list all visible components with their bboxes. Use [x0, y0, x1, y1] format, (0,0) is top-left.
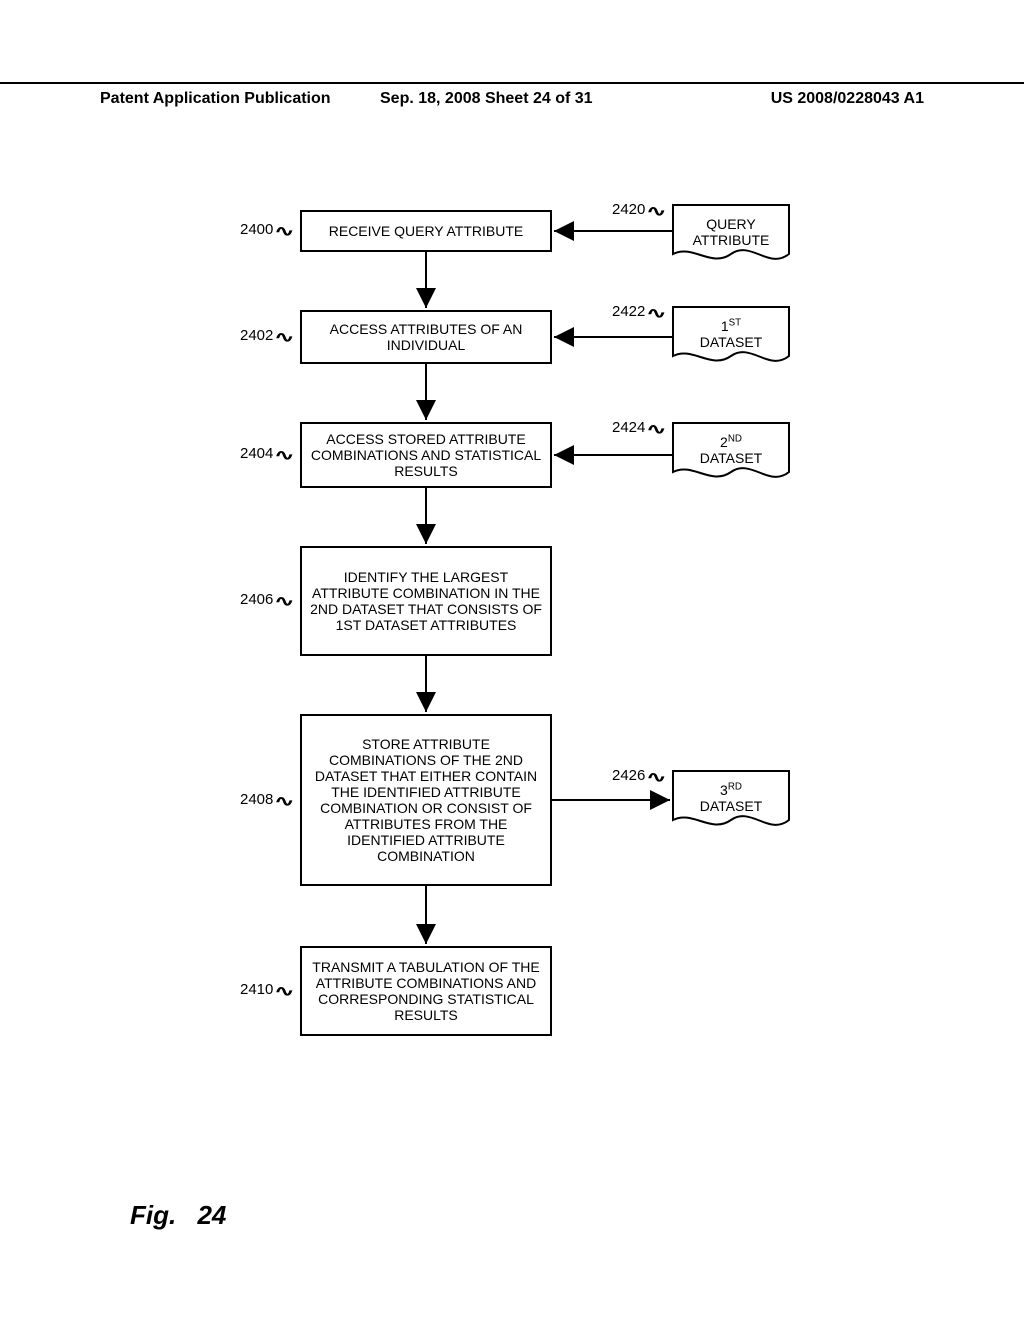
- page: Patent Application Publication Sep. 18, …: [0, 0, 1024, 1320]
- header-mid: Sep. 18, 2008 Sheet 24 of 31: [380, 90, 593, 108]
- page-header: Patent Application Publication Sep. 18, …: [0, 82, 1024, 90]
- arrows-layer: [0, 200, 1024, 1100]
- header-right: US 2008/0228043 A1: [771, 90, 924, 108]
- figure-label: Fig. 24: [130, 1200, 226, 1231]
- flowchart: RECEIVE QUERY ATTRIBUTE ACCESS ATTRIBUTE…: [0, 200, 1024, 1200]
- header-left: Patent Application Publication: [100, 90, 331, 108]
- figure-number: 24: [197, 1200, 226, 1230]
- figure-prefix: Fig.: [130, 1200, 176, 1230]
